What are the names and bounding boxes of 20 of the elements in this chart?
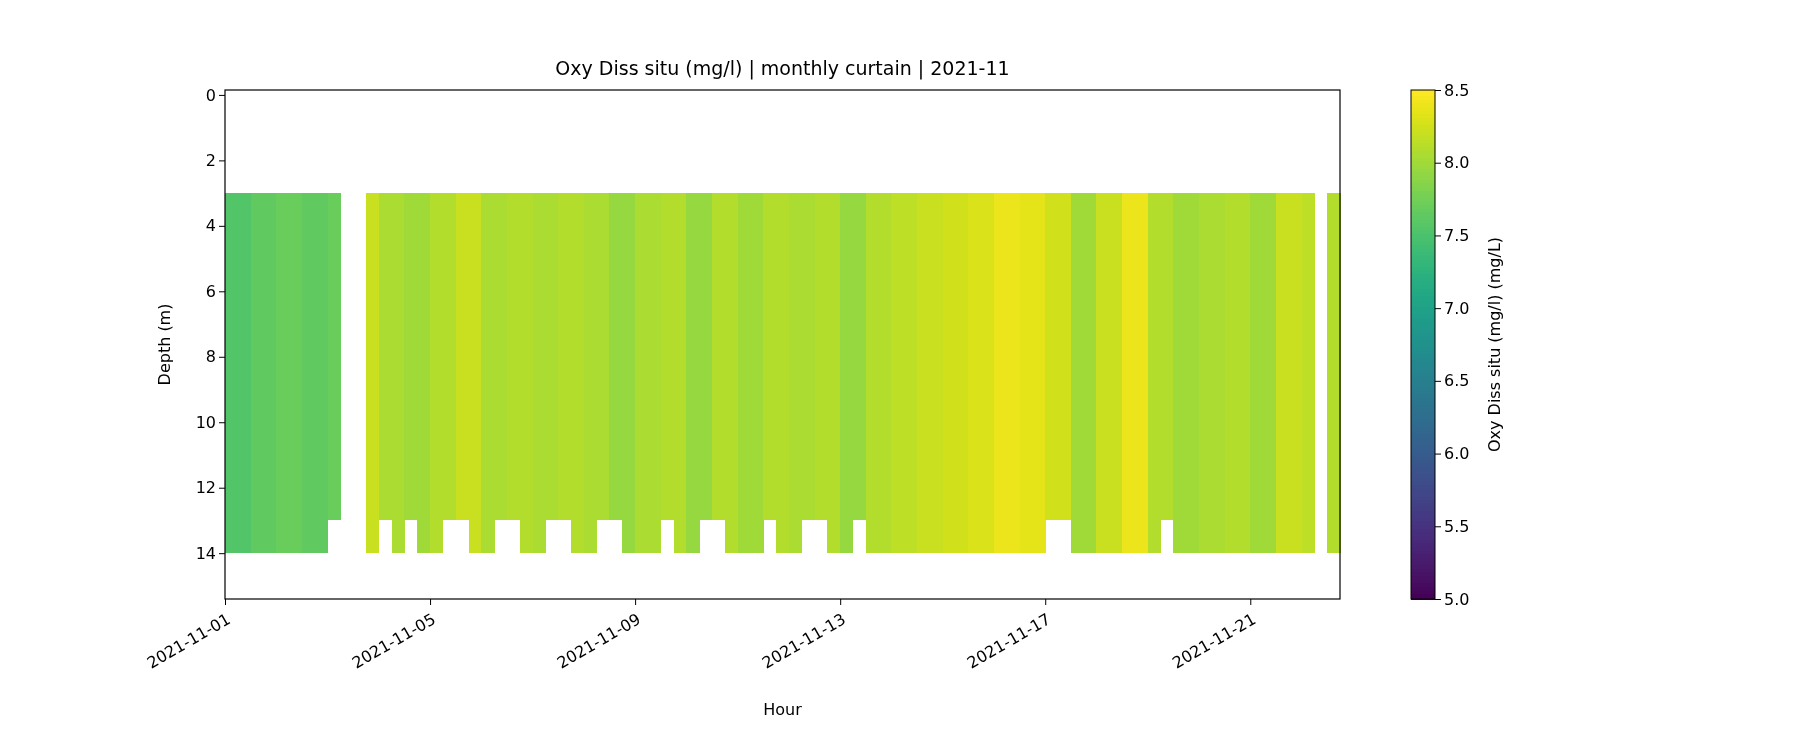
y-tick-label: 4 xyxy=(205,216,216,236)
color-bar-label: 5.0 xyxy=(1444,589,1470,609)
x-axis-title: Hour xyxy=(763,700,803,719)
y-tick-label: 2 xyxy=(205,151,216,170)
color-bar-label: 7.0 xyxy=(1444,298,1470,318)
color-bar-title: Oxy Diss situ (mg/l) (mg/L) xyxy=(1485,236,1504,453)
color-bar-label: 8.5 xyxy=(1444,80,1470,100)
y-tick-label: 6 xyxy=(205,281,216,301)
y-axis-title: Depth (m) xyxy=(155,303,174,386)
color-bar-label: 8.0 xyxy=(1444,153,1470,173)
y-tick-label: 8 xyxy=(205,347,216,367)
color-bar-label: 7.5 xyxy=(1444,226,1470,246)
y-tick-label: 14 xyxy=(195,543,216,563)
color-bar-label: 6.5 xyxy=(1444,371,1470,391)
color-bar-label: 5.5 xyxy=(1444,516,1470,536)
y-tick-label: 0 xyxy=(205,85,216,105)
color-bar-label: 6.0 xyxy=(1444,444,1470,464)
chart-title: Oxy Diss situ (mg/l) | monthly curtain | 2021-11 xyxy=(555,57,1010,80)
y-tick-label: 12 xyxy=(195,478,216,498)
y-tick-label: 10 xyxy=(195,412,216,432)
